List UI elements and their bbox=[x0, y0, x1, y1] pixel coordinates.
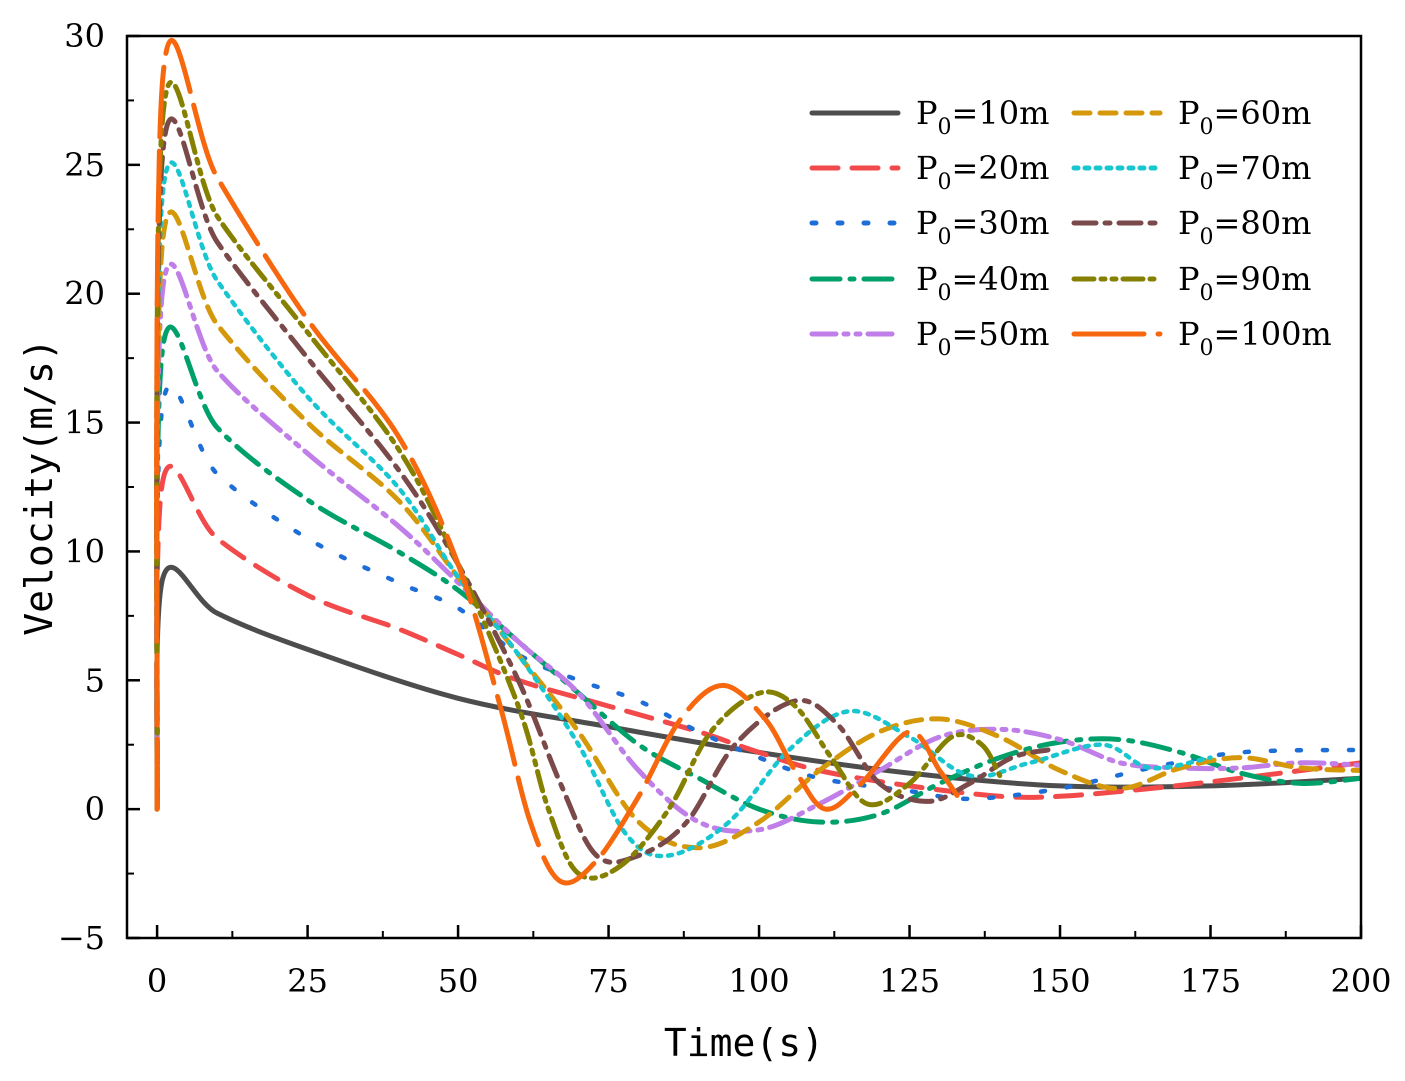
y-tick-label: 20 bbox=[64, 275, 105, 313]
y-tick-label: 0 bbox=[85, 790, 105, 828]
y-tick-label: 5 bbox=[85, 661, 105, 699]
x-tick-label: 25 bbox=[287, 962, 328, 1000]
x-axis-title: Time(s) bbox=[664, 1021, 824, 1065]
legend-label: P0=10m bbox=[916, 94, 1049, 140]
series-line-p0-20m bbox=[154, 463, 1361, 812]
x-tick-label: 75 bbox=[588, 962, 629, 1000]
legend-label: P0=100m bbox=[1178, 315, 1332, 361]
x-axis-ticks: 0 25 50 75 100 125 150 175 200 bbox=[147, 925, 1392, 1000]
legend-label: P0=30m bbox=[916, 204, 1049, 250]
legend-item: P0=30m bbox=[809, 204, 1049, 250]
legend: P0=10m P0=20m P0=30m P0=40m P0=50m P0=60m P0=7… bbox=[809, 94, 1332, 361]
legend-label: P0=40m bbox=[916, 260, 1049, 306]
legend-label: P0=70m bbox=[1178, 149, 1311, 195]
legend-item: P0=80m bbox=[1071, 204, 1311, 250]
x-tick-label: 50 bbox=[438, 962, 479, 1000]
y-tick-label: −5 bbox=[58, 919, 105, 957]
x-tick-label: 0 bbox=[147, 962, 167, 1000]
plot-lines bbox=[154, 38, 1361, 886]
x-tick-label: 100 bbox=[729, 962, 790, 1000]
legend-label: P0=90m bbox=[1178, 260, 1311, 306]
x-tick-label: 200 bbox=[1330, 962, 1391, 1000]
legend-label: P0=50m bbox=[916, 315, 1049, 361]
y-tick-label: 25 bbox=[64, 146, 105, 184]
legend-item: P0=70m bbox=[1071, 149, 1311, 195]
x-tick-label: 175 bbox=[1180, 962, 1241, 1000]
legend-item: P0=90m bbox=[1071, 260, 1311, 306]
legend-label: P0=60m bbox=[1178, 94, 1311, 140]
legend-item: P0=20m bbox=[809, 149, 1049, 195]
y-tick-label: 10 bbox=[64, 532, 105, 570]
series-line-p0-100m bbox=[154, 38, 961, 886]
x-tick-label: 125 bbox=[879, 962, 940, 1000]
legend-item: P0=100m bbox=[1071, 315, 1332, 361]
y-axis-ticks: −5 0 5 10 15 20 25 30 bbox=[58, 17, 140, 957]
y-tick-label: 15 bbox=[64, 404, 105, 442]
legend-label: P0=80m bbox=[1178, 204, 1311, 250]
y-axis-title: Velocity(m/s) bbox=[17, 338, 61, 635]
legend-item: P0=10m bbox=[809, 94, 1049, 140]
legend-item: P0=60m bbox=[1071, 94, 1311, 140]
series-line-p0-90m bbox=[154, 79, 1003, 881]
legend-item: P0=40m bbox=[809, 260, 1049, 306]
series-line-p0-30m bbox=[154, 383, 1361, 812]
legend-item: P0=50m bbox=[809, 315, 1049, 361]
series-line-p0-80m bbox=[154, 116, 1051, 865]
series-line-p0-50m bbox=[154, 261, 1361, 834]
series-line-p0-40m bbox=[154, 324, 1361, 825]
x-tick-label: 150 bbox=[1029, 962, 1090, 1000]
legend-label: P0=20m bbox=[916, 149, 1049, 195]
y-tick-label: 30 bbox=[64, 17, 105, 55]
